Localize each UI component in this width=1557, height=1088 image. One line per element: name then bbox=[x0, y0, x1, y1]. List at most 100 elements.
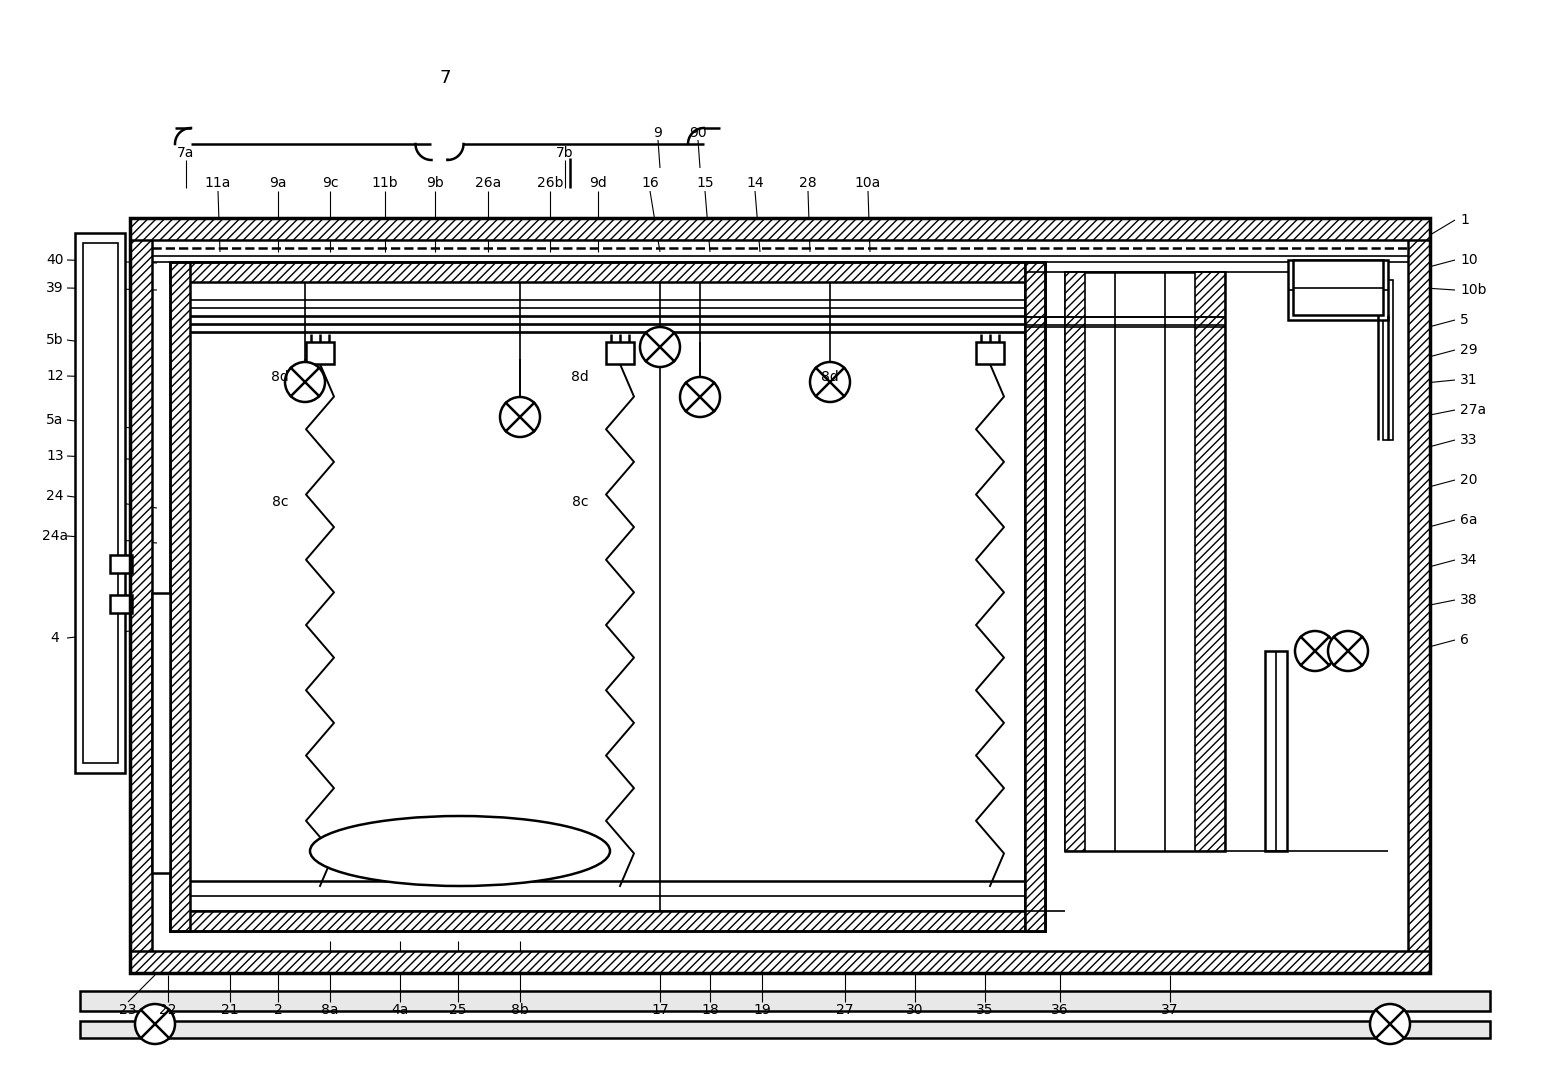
Bar bbox=[129, 218, 1429, 240]
Bar bbox=[307, 342, 335, 364]
Text: 7: 7 bbox=[439, 69, 450, 87]
Text: 18: 18 bbox=[701, 1003, 719, 1017]
Bar bbox=[79, 1021, 1490, 1038]
Text: 23: 23 bbox=[120, 1003, 137, 1017]
Bar bbox=[129, 951, 1429, 973]
Circle shape bbox=[500, 397, 540, 437]
Text: 6a: 6a bbox=[1460, 514, 1478, 527]
Text: 24a: 24a bbox=[42, 529, 69, 543]
Bar bbox=[1065, 272, 1085, 851]
Bar bbox=[976, 342, 1004, 364]
Bar bbox=[1408, 218, 1429, 973]
Bar bbox=[170, 262, 190, 931]
Bar bbox=[79, 991, 1490, 1011]
Bar bbox=[156, 598, 167, 868]
Text: 8d: 8d bbox=[571, 370, 589, 384]
Text: 10: 10 bbox=[1460, 254, 1478, 267]
Text: 17: 17 bbox=[651, 1003, 670, 1017]
Bar bbox=[153, 593, 170, 873]
Bar bbox=[1025, 262, 1045, 931]
Text: 9b: 9b bbox=[427, 176, 444, 190]
Text: 39: 39 bbox=[47, 281, 64, 295]
Text: 26b: 26b bbox=[537, 176, 564, 190]
Text: 11a: 11a bbox=[206, 176, 230, 190]
Bar bbox=[1264, 651, 1288, 851]
Bar bbox=[1383, 280, 1394, 440]
Bar bbox=[1025, 262, 1045, 931]
Bar bbox=[1196, 272, 1225, 851]
Text: 36: 36 bbox=[1051, 1003, 1068, 1017]
Text: 2: 2 bbox=[274, 1003, 282, 1017]
Ellipse shape bbox=[310, 816, 610, 886]
Text: 90: 90 bbox=[690, 126, 707, 140]
Circle shape bbox=[1370, 1004, 1411, 1044]
Text: 27: 27 bbox=[836, 1003, 853, 1017]
Text: 24: 24 bbox=[47, 489, 64, 503]
Bar bbox=[1288, 260, 1387, 320]
Text: 8a: 8a bbox=[321, 1003, 339, 1017]
Text: 9: 9 bbox=[654, 126, 662, 140]
Text: 30: 30 bbox=[906, 1003, 923, 1017]
Text: 4a: 4a bbox=[391, 1003, 408, 1017]
Text: 5b: 5b bbox=[47, 333, 64, 347]
Circle shape bbox=[1295, 631, 1334, 671]
Text: 26a: 26a bbox=[475, 176, 501, 190]
Text: 7b: 7b bbox=[556, 146, 575, 160]
Circle shape bbox=[1328, 631, 1369, 671]
Text: 20: 20 bbox=[1460, 473, 1478, 487]
Text: 5a: 5a bbox=[47, 413, 64, 426]
Bar bbox=[129, 218, 153, 973]
Text: 40: 40 bbox=[47, 254, 64, 267]
Text: 33: 33 bbox=[1460, 433, 1478, 447]
Bar bbox=[190, 282, 1025, 911]
Text: 8b: 8b bbox=[511, 1003, 529, 1017]
Circle shape bbox=[810, 362, 850, 401]
Text: 5: 5 bbox=[1460, 313, 1468, 327]
Text: 6: 6 bbox=[1460, 633, 1468, 647]
Text: 9c: 9c bbox=[322, 176, 338, 190]
Text: 15: 15 bbox=[696, 176, 713, 190]
Bar bbox=[83, 243, 118, 763]
Text: 25: 25 bbox=[450, 1003, 467, 1017]
Text: 14: 14 bbox=[746, 176, 764, 190]
Bar bbox=[170, 911, 1045, 931]
Text: 8c: 8c bbox=[571, 495, 589, 509]
Text: 12: 12 bbox=[47, 369, 64, 383]
Text: 4: 4 bbox=[51, 631, 59, 645]
Circle shape bbox=[680, 378, 719, 417]
Text: 29: 29 bbox=[1460, 343, 1478, 357]
Bar bbox=[1065, 272, 1225, 851]
Text: 28: 28 bbox=[799, 176, 817, 190]
Bar bbox=[1292, 260, 1383, 316]
Text: 7a: 7a bbox=[177, 146, 195, 160]
Bar bbox=[111, 555, 132, 573]
Text: 9d: 9d bbox=[589, 176, 607, 190]
Text: 35: 35 bbox=[976, 1003, 993, 1017]
Text: 27a: 27a bbox=[1460, 403, 1485, 417]
Text: 1: 1 bbox=[1460, 213, 1468, 227]
Text: 8d: 8d bbox=[821, 370, 839, 384]
Circle shape bbox=[135, 1004, 174, 1044]
Bar bbox=[75, 233, 125, 772]
Circle shape bbox=[640, 327, 680, 367]
Text: 22: 22 bbox=[159, 1003, 177, 1017]
Circle shape bbox=[285, 362, 325, 401]
Bar bbox=[606, 342, 634, 364]
Bar bbox=[170, 262, 1045, 931]
Text: 34: 34 bbox=[1460, 553, 1478, 567]
Text: 9a: 9a bbox=[269, 176, 286, 190]
Text: 10a: 10a bbox=[855, 176, 881, 190]
Text: 19: 19 bbox=[754, 1003, 771, 1017]
Bar bbox=[111, 595, 132, 613]
Text: 8c: 8c bbox=[272, 495, 288, 509]
Text: 38: 38 bbox=[1460, 593, 1478, 607]
Bar bbox=[129, 218, 1429, 973]
Text: 37: 37 bbox=[1162, 1003, 1179, 1017]
Text: 13: 13 bbox=[47, 449, 64, 463]
Text: 11b: 11b bbox=[372, 176, 399, 190]
Text: 31: 31 bbox=[1460, 373, 1478, 387]
Text: 8d: 8d bbox=[271, 370, 290, 384]
Text: 21: 21 bbox=[221, 1003, 238, 1017]
Text: 10b: 10b bbox=[1460, 283, 1487, 297]
Bar bbox=[170, 262, 1045, 282]
